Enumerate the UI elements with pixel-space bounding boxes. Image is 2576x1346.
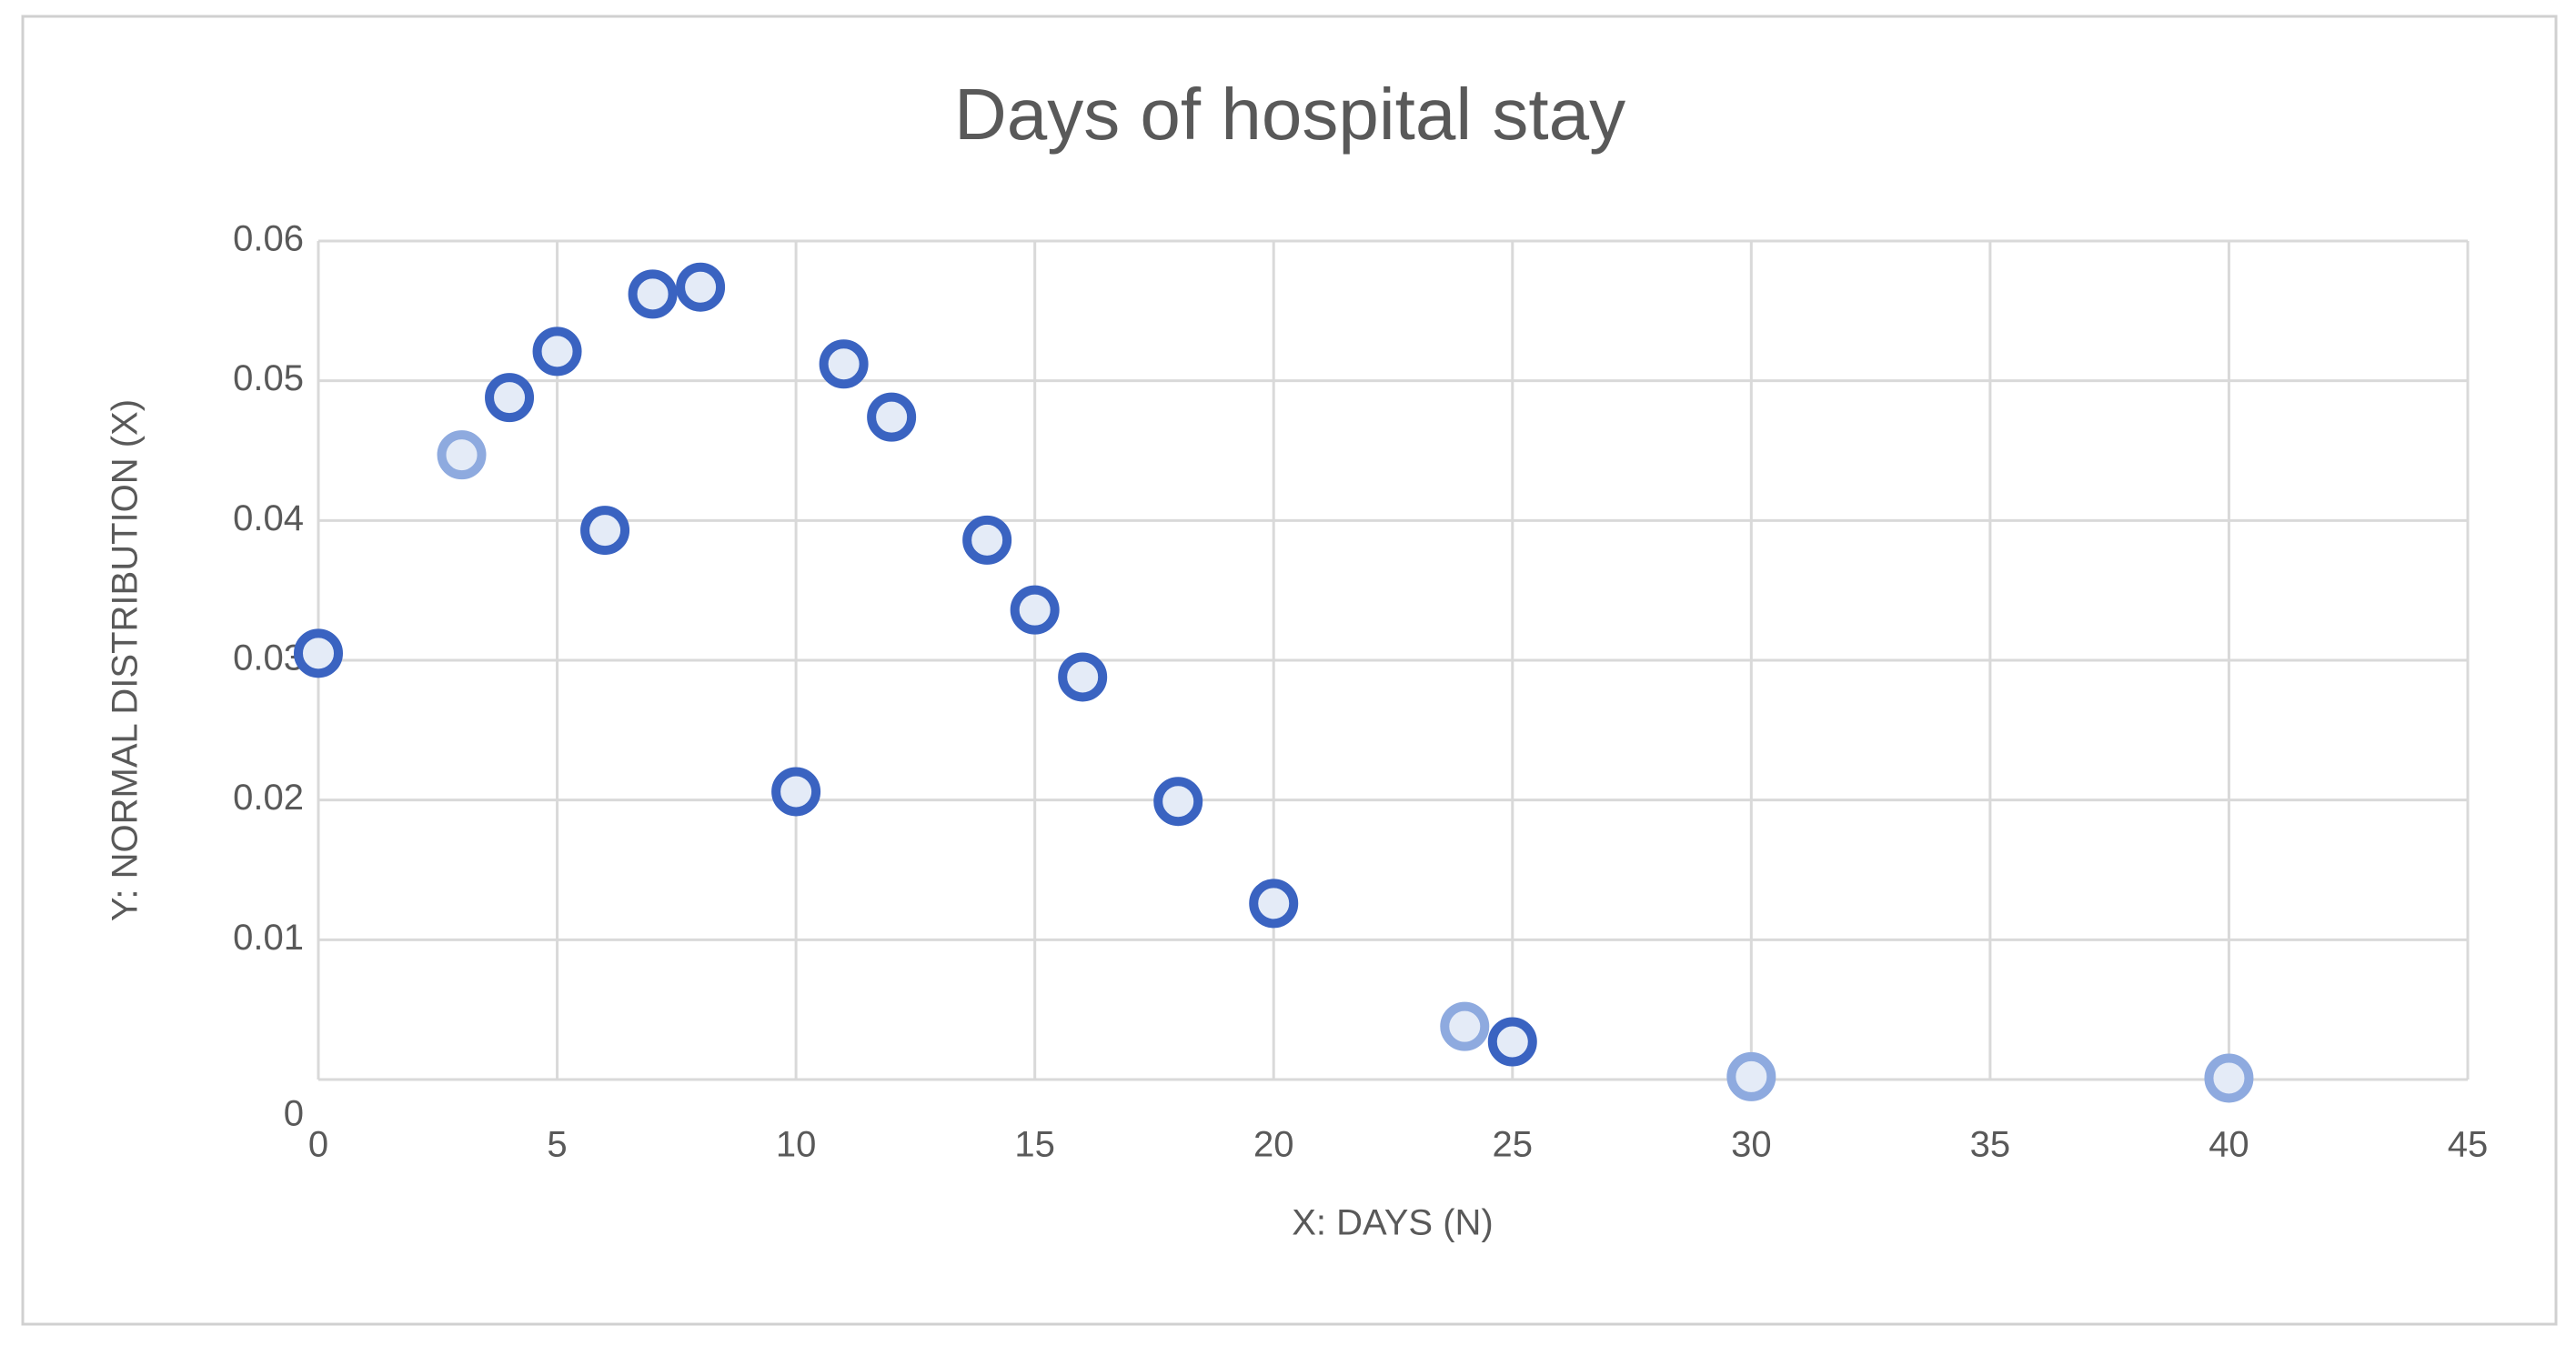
point [1058, 652, 1108, 702]
x-tick-label: 10 [776, 1125, 817, 1165]
point [437, 430, 487, 480]
point [485, 373, 535, 423]
y-tick-label: 0.06 [233, 219, 304, 259]
chart-title: Days of hospital stay [954, 74, 1625, 155]
y-tick-label: 0.03 [233, 638, 304, 678]
point [294, 628, 343, 678]
y-tick-label: 0.02 [233, 778, 304, 818]
x-tick-label: 35 [1970, 1125, 2011, 1165]
y-axis-label: Y: NORMAL DISTRIBUTION (X) [106, 399, 146, 921]
y-tick-label: 0.05 [233, 358, 304, 398]
point [1153, 777, 1203, 827]
point [1726, 1051, 1776, 1101]
y-tick-label: 0 [284, 1094, 304, 1134]
x-tick-label: 40 [2209, 1125, 2249, 1165]
point [867, 392, 917, 442]
y-tick-label: 0.04 [233, 498, 304, 538]
x-tick-label: 15 [1014, 1125, 1055, 1165]
point [1440, 1001, 1490, 1051]
point [532, 326, 582, 377]
point [676, 262, 726, 312]
point [2204, 1053, 2254, 1103]
x-tick-label: 25 [1493, 1125, 1534, 1165]
x-tick-label: 30 [1731, 1125, 1772, 1165]
x-tick-label: 20 [1253, 1125, 1294, 1165]
point [962, 515, 1012, 565]
point [1487, 1017, 1537, 1067]
point [628, 269, 678, 319]
point [819, 339, 869, 389]
x-axis-label: X: DAYS (N) [1292, 1203, 1494, 1243]
point [580, 506, 630, 556]
x-tick-label: 5 [547, 1125, 567, 1165]
x-tick-label: 45 [2448, 1125, 2489, 1165]
y-tick-label: 0.01 [233, 918, 304, 958]
x-tick-label: 0 [308, 1125, 328, 1165]
point [1249, 879, 1299, 929]
chart-border [21, 15, 2558, 1326]
point [771, 767, 821, 817]
point [1010, 585, 1060, 635]
